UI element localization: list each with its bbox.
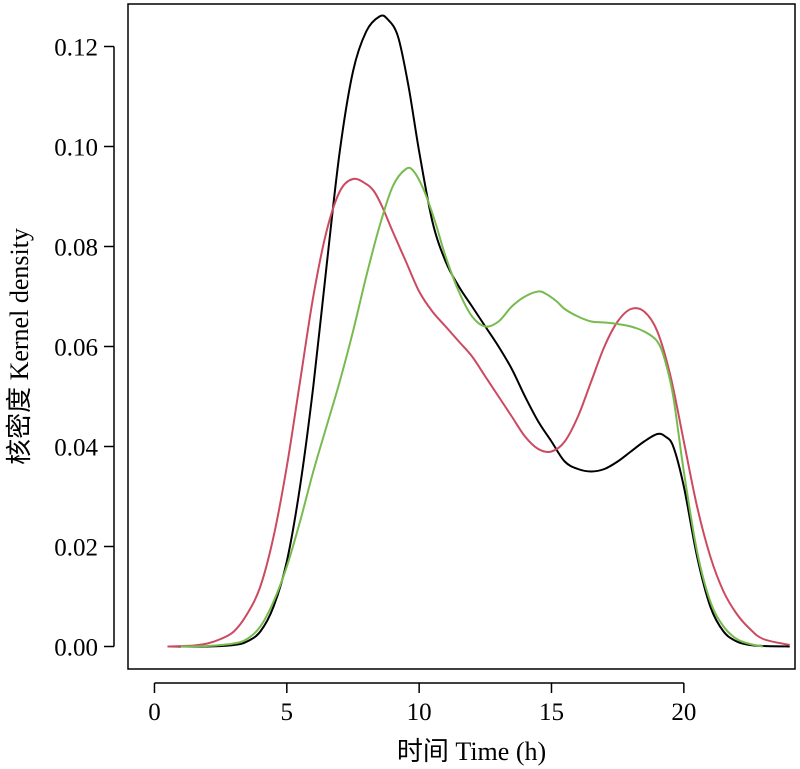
y-tick-label: 0.00	[54, 635, 98, 662]
x-tick-label: 5	[281, 699, 294, 726]
plot-area	[127, 3, 796, 670]
x-tick-label: 15	[539, 699, 564, 726]
y-tick-label: 0.08	[54, 235, 98, 262]
x-tick-label: 0	[148, 699, 161, 726]
x-tick-label: 10	[407, 699, 432, 726]
series-line-3	[180, 166, 764, 648]
series-line-2	[167, 177, 790, 648]
plot-frame	[127, 3, 796, 670]
axes: 0 5 10 15 20 0.00 0.02 0.04 0.06 0.08 0.10 0.12	[54, 35, 696, 727]
y-tick-label: 0.04	[54, 435, 98, 462]
x-tick-label: 20	[671, 699, 696, 726]
series-line-1	[167, 14, 790, 648]
y-tick-label: 0.06	[54, 335, 98, 362]
x-axis-title: 时间 Time (h)	[397, 737, 546, 766]
y-tick-label: 0.12	[54, 35, 98, 62]
series-layer	[167, 14, 790, 648]
y-tick-label: 0.02	[54, 535, 98, 562]
y-axis-title: 核密度 Kernel density	[5, 228, 34, 465]
y-tick-label: 0.10	[54, 135, 98, 162]
